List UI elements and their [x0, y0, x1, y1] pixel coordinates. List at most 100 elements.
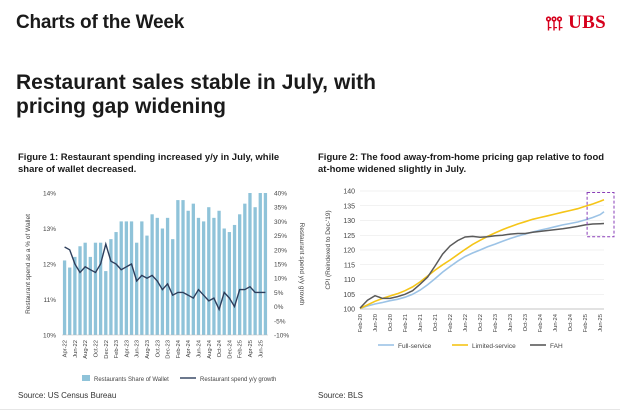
x-tick-label: Feb-25 — [238, 340, 244, 358]
x-tick-label: Oct-20 — [388, 314, 394, 331]
legend-swatch-share — [82, 375, 90, 381]
bar — [238, 214, 242, 335]
x-tick-label: Feb-24 — [176, 339, 182, 358]
y-tick-label: 14% — [43, 191, 56, 198]
bar — [196, 217, 201, 335]
y-tick-label: 110 — [344, 277, 355, 284]
x-tick-label: Jun-22 — [73, 340, 79, 358]
x-tick-label: Jun-20 — [373, 314, 379, 332]
y-tick-label: 130 — [343, 218, 355, 225]
x-tick-label: Apr-24 — [186, 339, 192, 357]
bar — [135, 242, 139, 335]
bar — [88, 256, 92, 335]
x-tick-label: Dec-22 — [104, 340, 110, 359]
y2-tick-label: 15% — [274, 262, 287, 269]
x-tick-label: Aug-23 — [145, 340, 151, 359]
bar — [263, 193, 268, 335]
legend-label-fah: FAH — [550, 343, 563, 350]
y-axis-label: CPI (Reindexed to Dec-'19) — [325, 210, 332, 289]
x-tick-label: Oct-21 — [433, 314, 439, 331]
y2-tick-label: 40% — [274, 191, 287, 198]
series-line-growth — [64, 241, 266, 312]
y-tick-label: 105 — [343, 292, 355, 299]
bar — [191, 203, 195, 335]
y2-tick-label: -5% — [274, 318, 286, 325]
bar — [227, 232, 232, 335]
figure1-source: Source: US Census Bureau — [18, 391, 117, 400]
y-tick-label: 12% — [43, 262, 56, 269]
bar — [243, 203, 247, 335]
y2-tick-label: 25% — [274, 233, 287, 240]
bar — [186, 210, 190, 335]
y-tick-label: 125 — [343, 233, 355, 240]
bar — [73, 256, 77, 335]
figure1-title: Figure 1: Restaurant spending increased … — [18, 152, 280, 175]
bar — [201, 221, 206, 335]
ubs-keys-icon — [546, 15, 563, 30]
y-axis-label: Restaurant spend as a % of Wallet — [25, 214, 32, 314]
brand-name: UBS — [568, 12, 606, 33]
x-tick-label: Jun-24 — [196, 339, 202, 358]
bar — [68, 267, 72, 335]
x-tick-label: Aug-22 — [83, 340, 89, 359]
series-line-full-service — [359, 211, 605, 310]
bar — [83, 242, 87, 335]
x-tick-label: Jun-23 — [508, 314, 514, 332]
y2-tick-label: 5% — [274, 290, 284, 297]
bar — [114, 232, 118, 335]
bar — [62, 260, 67, 335]
x-tick-label: Oct-24 — [568, 313, 574, 331]
x-tick-label: Jun-25 — [598, 314, 604, 332]
bar — [165, 217, 170, 335]
y-tick-label: 10% — [43, 333, 56, 340]
legend-label-share: Restaurants Share of Wallet — [94, 377, 169, 383]
legend-label-limited-service: Limited-service — [472, 343, 516, 350]
series-line-limited-service — [359, 199, 605, 310]
x-tick-label: Apr-25 — [248, 340, 254, 357]
bar — [140, 221, 144, 335]
y2-tick-label: 0% — [274, 304, 284, 311]
figure2-chart: 100 105 110 115 120 125 130 135 140 CPI (Reindexe… — [325, 189, 615, 350]
y-tick-label: 11% — [43, 297, 56, 304]
x-tick-label: Aug-24 — [207, 339, 213, 358]
bar — [207, 207, 211, 335]
bar — [222, 228, 226, 335]
y2-tick-label: -10% — [274, 333, 289, 340]
x-tick-label: Feb-20 — [358, 314, 364, 332]
series-line-fah — [359, 222, 605, 309]
x-tick-label: Oct-23 — [523, 314, 529, 331]
y2-tick-label: 30% — [274, 219, 287, 226]
bar — [248, 193, 252, 335]
x-tick-label: Oct-23 — [155, 340, 161, 357]
legend-label-growth: Restaurant spend y/y growth — [200, 377, 276, 383]
y-tick-label: 115 — [344, 262, 355, 269]
annotation-box — [586, 191, 615, 238]
x-tick-label: Feb-23 — [114, 340, 120, 358]
legend-label-full-service: Full-service — [398, 343, 432, 350]
bar — [119, 221, 123, 335]
bar — [145, 235, 149, 335]
bar — [160, 228, 165, 335]
y-tick-label: 120 — [343, 248, 355, 255]
x-tick-label: Jun-22 — [463, 314, 469, 332]
figure1-chart: 10% 11% 12% 13% 14% -10% -5% 0% 5% 10% 15% 20% 25% 30… — [25, 191, 305, 384]
bar — [232, 224, 237, 335]
bar — [217, 210, 221, 335]
bar — [212, 217, 216, 335]
bar — [171, 239, 175, 335]
bar — [253, 207, 257, 335]
x-tick-label: Apr-22 — [63, 340, 69, 357]
y2-tick-label: 35% — [274, 205, 287, 212]
x-tick-label: Feb-24 — [538, 313, 544, 332]
y-tick-label: 100 — [343, 307, 355, 314]
page-header-title: Charts of the Week — [16, 12, 185, 33]
figure2-source: Source: BLS — [318, 391, 363, 400]
figure2-title: Figure 2: The food away-from-home pricin… — [318, 152, 605, 175]
y-tick-label: 140 — [343, 189, 355, 196]
brand-logo: UBS — [544, 12, 606, 34]
x-tick-label: Dec-23 — [166, 340, 172, 359]
bar — [109, 239, 113, 335]
bar — [98, 242, 103, 335]
x-tick-label: Feb-23 — [493, 314, 499, 332]
headline: Restaurant sales stable in July, with pr… — [16, 71, 376, 118]
